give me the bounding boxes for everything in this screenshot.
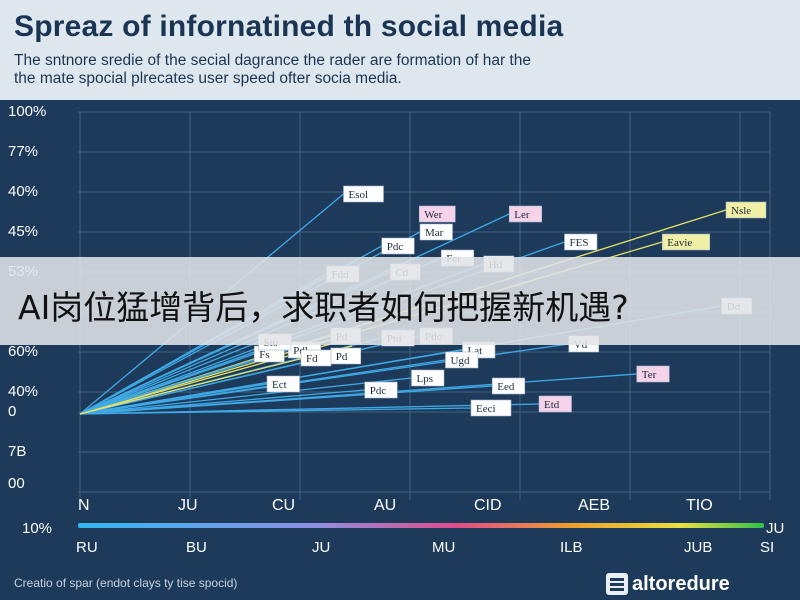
series-label: Esol xyxy=(349,189,369,201)
series-label-box xyxy=(491,377,526,395)
series-label: Etd xyxy=(544,399,560,411)
series-line xyxy=(79,389,365,415)
color-bar-right-label: JU xyxy=(766,520,784,537)
series-label-box xyxy=(636,365,670,383)
series-label: Mar xyxy=(425,227,444,239)
series-tag-box xyxy=(418,205,456,223)
x-tick-label: JU xyxy=(178,497,198,514)
series-label-box xyxy=(419,223,453,241)
x2-tick-label: JUB xyxy=(684,539,712,556)
series-label: Eed xyxy=(497,381,515,393)
y-tick-label: 00 xyxy=(8,475,25,492)
y-tick-label: 45% xyxy=(8,223,38,240)
y-tick-label: 77% xyxy=(8,143,38,160)
series-label: Pdc xyxy=(387,241,404,253)
series-label: Eavie xyxy=(667,237,692,249)
series-label-box xyxy=(725,201,767,219)
x-tick-label: TIO xyxy=(686,497,713,514)
banner-text: AI岗位猛增背后，求职者如何把握新机遇? xyxy=(18,288,629,327)
x-axis-tick-labels: N JU CU AU CID AEB TIO RU BU JU MU ILB JUB SI xyxy=(76,497,774,556)
series-label: Fs xyxy=(259,349,269,361)
y-tick-label: 60% xyxy=(8,343,38,360)
series-label: Pd xyxy=(336,351,348,363)
chart-title: Spreaz of infornatined th social media xyxy=(14,10,564,43)
series-label-box xyxy=(300,349,332,367)
series-label-box xyxy=(564,233,598,251)
brand-logo: altoredure xyxy=(606,572,730,596)
series-line xyxy=(79,377,412,415)
series-line xyxy=(79,353,255,415)
series-label-box xyxy=(470,399,512,417)
series-line xyxy=(79,355,331,415)
series-line xyxy=(79,341,259,415)
series-label: Ugd xyxy=(451,355,470,367)
series-line xyxy=(79,359,446,415)
y-tick-label: 40% xyxy=(8,383,38,400)
series-label-box xyxy=(445,351,479,369)
series-label: Ect xyxy=(272,379,287,391)
series-line xyxy=(79,407,472,415)
series-label: Fd xyxy=(306,353,318,365)
x-tick-label: AU xyxy=(374,497,396,514)
series-label: Lps xyxy=(417,373,434,385)
series-label: FES xyxy=(570,237,589,249)
logo-text: altoredure xyxy=(632,572,730,595)
overlay-banner: AI岗位猛增背后，求职者如何把握新机遇? xyxy=(0,257,800,345)
y-tick-label: 7B xyxy=(8,443,26,460)
series-label-box xyxy=(538,395,572,413)
series-label: Ler xyxy=(514,209,530,221)
series-line xyxy=(79,349,289,415)
series-label: Eeci xyxy=(476,403,496,415)
series-label-box xyxy=(411,369,445,387)
series-label-box xyxy=(266,375,300,393)
chart-header: Spreaz of infornatined th social media T… xyxy=(0,0,800,100)
series-tag: Wer xyxy=(424,209,442,221)
x2-tick-label: JU xyxy=(312,539,330,556)
color-bar-gradient xyxy=(78,523,764,528)
x-tick-label: CU xyxy=(272,497,295,514)
x-tick-label: AEB xyxy=(578,497,610,514)
logo-icon xyxy=(606,573,628,595)
y-tick-label: 40% xyxy=(8,183,38,200)
x-tick-label: CID xyxy=(474,497,502,514)
series-label-box xyxy=(364,381,398,399)
series-label: Nsle xyxy=(731,205,751,217)
series-label: Ter xyxy=(642,369,657,381)
x-tick-label: N xyxy=(78,497,90,514)
series-label-box xyxy=(343,185,384,203)
color-bar-left-label: 10% xyxy=(22,520,52,537)
x2-tick-label: SI xyxy=(760,539,774,556)
series-label-box xyxy=(381,237,415,255)
chart-subtitle-line-2: the mate spocial plrecates user speed of… xyxy=(14,70,402,87)
color-bar: 10% JU xyxy=(22,520,784,537)
chart-subtitle-line-1: The sntnore sredie of the secial dagranc… xyxy=(14,52,531,69)
chart-caption: Creatio of spar (endot clays ty tise spo… xyxy=(14,576,238,590)
y-tick-label: 100% xyxy=(8,103,46,120)
x2-tick-label: ILB xyxy=(560,539,583,556)
x2-tick-label: BU xyxy=(186,539,207,556)
series-label-box xyxy=(508,205,543,223)
series-label: Pdc xyxy=(370,385,387,397)
series-line xyxy=(79,385,493,415)
x2-tick-label: RU xyxy=(76,539,98,556)
x2-tick-label: MU xyxy=(432,539,455,556)
series-label-box xyxy=(661,233,711,251)
y-tick-label: 0 xyxy=(8,403,16,420)
